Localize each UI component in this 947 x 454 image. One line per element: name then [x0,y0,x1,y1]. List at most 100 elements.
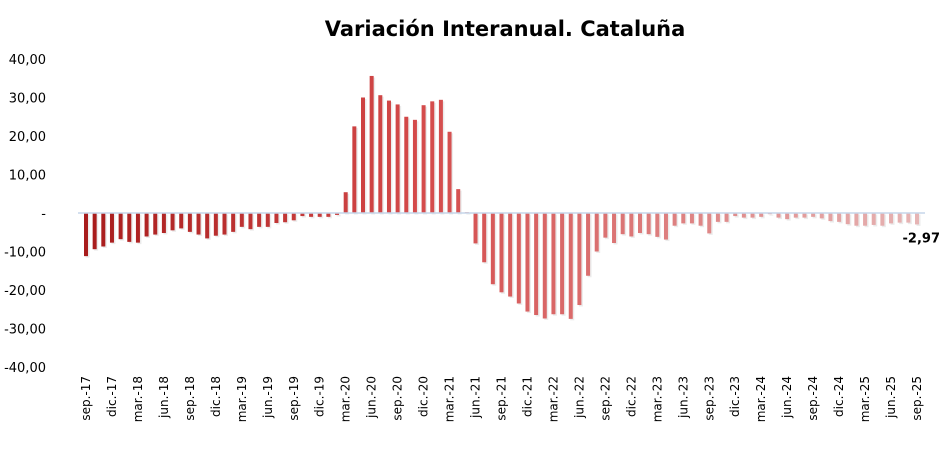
bar [421,105,426,213]
x-tick-label: sep.-23 [702,376,716,421]
y-axis: 40,00 30,00 20,00 10,00 - -10,00 -20,00 -30,00 -… [4,53,46,376]
x-tick-label: sep.-25 [910,376,924,421]
x-tick-label: jun.-19 [261,376,275,419]
chart-title: Variación Interanual. Cataluña [325,17,686,41]
bar [283,213,288,223]
bar [871,213,876,225]
x-tick-label: sep.-18 [183,376,197,421]
bar [300,213,305,217]
bar [438,99,443,213]
bar [248,213,253,230]
bar [317,213,322,217]
bar [179,213,184,229]
bar [456,189,461,213]
bar [629,213,634,237]
bar [568,213,573,319]
bar [915,213,919,225]
bar [715,213,720,222]
bar [707,213,712,234]
y-tick-label: 40,00 [9,53,46,68]
bar [84,213,88,257]
bar [733,213,738,217]
bar [187,213,192,232]
x-tick-label: mar.-23 [650,376,664,422]
bar [646,213,651,235]
bars [84,75,921,321]
bar [430,101,435,213]
bar [291,213,296,221]
bar [612,213,617,244]
x-tick-label: dic.-23 [728,376,742,417]
bar [689,213,694,224]
bar [395,104,400,213]
bar [92,213,97,250]
bar [343,192,348,213]
x-tick-label: sep.-22 [598,376,612,421]
y-tick-label: 10,00 [9,169,46,184]
bar [447,131,452,213]
bar [698,213,703,226]
bar [490,213,495,285]
bar-shadow [466,213,471,215]
bar [335,213,340,215]
data-label: -2,97 [903,231,940,246]
bar [638,213,642,234]
x-tick-label: dic.-21 [520,376,534,417]
x-tick-label: jun.-18 [157,376,171,419]
bar [516,213,521,304]
bar [906,213,911,223]
x-tick-label: mar.-21 [443,376,457,422]
bar [127,213,132,242]
bar [109,213,114,243]
bar [309,213,314,217]
bar [326,213,331,217]
bar [811,213,816,217]
bar [231,213,236,232]
bar [499,213,504,293]
bar [153,213,158,235]
bar [542,213,547,319]
y-tick-label: -30,00 [4,323,46,338]
bar [603,213,608,238]
bar [776,213,781,218]
bar [222,213,227,235]
bar [135,213,140,243]
x-tick-label: mar.-18 [131,376,145,422]
bar [560,213,565,315]
x-tick-label: dic.-18 [209,376,223,417]
x-tick-label: jun.-20 [365,376,379,419]
bar [793,213,798,218]
bar [837,213,842,222]
y-tick-label: 20,00 [9,130,46,145]
y-tick-label: - [41,207,46,222]
x-tick-label: sep.-17 [79,376,93,421]
bar [724,213,729,222]
bar [161,213,166,234]
x-tick-label: dic.-17 [105,376,119,417]
x-tick-label: sep.-21 [495,376,509,421]
bar [473,213,478,244]
bar [854,213,859,226]
bar [845,213,850,225]
bar [897,213,902,223]
bar [144,213,149,237]
x-tick-label: jun.-22 [572,376,586,419]
bar-shadow [336,214,341,217]
bar [534,213,539,316]
bar [672,213,677,226]
bar [655,213,660,237]
bar [828,213,833,222]
bar [586,213,591,276]
x-tick-label: mar.-22 [546,376,560,422]
x-tick-label: mar.-25 [858,376,872,422]
y-tick-label: -40,00 [4,361,46,376]
bar [196,213,201,235]
bar [412,119,417,213]
x-tick-label: sep.-24 [806,376,820,421]
x-tick-label: dic.-20 [417,376,431,417]
x-tick-label: sep.-20 [391,376,405,421]
x-tick-label: jun.-23 [676,376,690,419]
bar [750,213,755,218]
bar [889,213,894,224]
